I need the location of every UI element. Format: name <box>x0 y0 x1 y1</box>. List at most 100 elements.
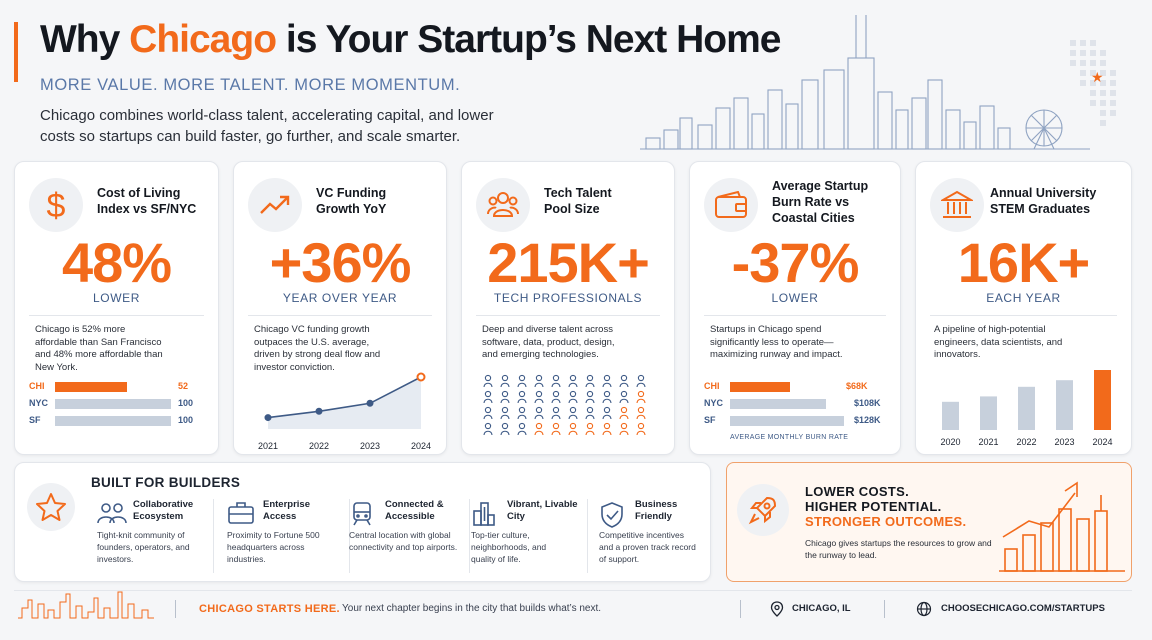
person-icon <box>602 390 612 404</box>
person-icon <box>551 422 561 436</box>
year-label: 2021 <box>258 441 278 451</box>
builder-item-connected: Connected & Accessible Central location … <box>349 499 458 552</box>
wallet-icon <box>704 178 758 232</box>
person-icon <box>500 374 510 388</box>
person-icon <box>619 406 629 420</box>
year-label: 2023 <box>1054 437 1074 447</box>
footer-url[interactable]: CHOOSECHICAGO.COM/STARTUPS <box>941 603 1105 614</box>
stat-description: Chicago is 52% more affordable than San … <box>35 324 163 373</box>
person-icon <box>483 406 493 420</box>
person-icon <box>534 422 544 436</box>
bar-row-chi: CHI 52 <box>29 381 189 392</box>
stat-description: Startups in Chicago spend significantly … <box>710 324 843 360</box>
person-icon <box>568 422 578 436</box>
stat-value: +36% <box>269 231 412 294</box>
stat-unit: YEAR OVER YEAR <box>282 291 398 305</box>
stat-description: Deep and diverse talent across software,… <box>482 324 615 360</box>
svg-text:$: $ <box>47 187 66 223</box>
trend-line <box>267 376 422 419</box>
person-icon <box>517 390 527 404</box>
builders-heading: BUILT FOR BUILDERS <box>91 475 241 490</box>
person-icon <box>568 374 578 388</box>
person-icon <box>636 390 646 404</box>
rocket-icon <box>737 484 789 536</box>
dollar-icon: $ <box>29 178 83 232</box>
person-icon <box>534 374 544 388</box>
bar-row-chi: CHI $68K <box>704 381 868 392</box>
footer-text: Your next chapter begins in the city tha… <box>342 603 602 614</box>
stat-card-tech-talent: Tech Talent Pool Size 215K+ TECH PROFESS… <box>461 161 675 455</box>
builder-item-livable: Vibrant, Livable City Top-tier culture, … <box>471 499 578 564</box>
stem-bar <box>942 401 959 430</box>
trend-area <box>268 377 421 429</box>
year-label: 2024 <box>411 441 431 451</box>
person-icon <box>619 422 629 436</box>
person-icon <box>483 422 493 436</box>
person-icon <box>585 390 595 404</box>
stat-unit: LOWER <box>92 291 140 305</box>
vc-trend-chart: 2021 2022 2023 2024 <box>258 372 431 451</box>
stat-value: 215K+ <box>487 231 650 294</box>
person-icon <box>483 390 493 404</box>
person-icon <box>517 406 527 420</box>
stat-description: Chicago VC funding growth outpaces the U… <box>254 324 381 373</box>
person-icon <box>568 390 578 404</box>
burn-rate-note: AVERAGE MONTHLY BURN RATE <box>730 434 849 441</box>
bar-row-nyc: NYC $108K <box>704 398 881 409</box>
bar-fill <box>55 416 171 426</box>
stat-card-burn-rate: Average Startup Burn Rate vs Coastal Cit… <box>689 161 901 455</box>
builder-item-business-friendly: Business Friendly Competitive incentives… <box>599 499 696 564</box>
person-icon <box>500 406 510 420</box>
stem-bar <box>980 396 997 430</box>
stat-card-vc-funding: VC Funding Growth YoY +36% YEAR OVER YEA… <box>233 161 447 455</box>
promo-headline: LOWER COSTS. HIGHER POTENTIAL. STRONGER … <box>805 484 967 529</box>
stem-bar-chart: 2020 2021 2022 2023 2024 <box>940 370 1113 447</box>
person-icon <box>636 406 646 420</box>
bar-fill <box>730 416 844 426</box>
globe-icon <box>916 601 932 617</box>
growth-chart-illustration <box>999 481 1125 572</box>
year-label: 2020 <box>940 437 960 447</box>
people-grid <box>483 374 646 436</box>
person-icon <box>551 406 561 420</box>
person-icon <box>483 374 493 388</box>
page-subtitle: MORE VALUE. MORE TALENT. MORE MOMENTUM. <box>40 76 461 94</box>
stat-unit: TECH PROFESSIONALS <box>493 291 643 305</box>
stat-card-cost-of-living: $ Cost of Living Index vs SF/NYC 48% LOW… <box>14 161 219 455</box>
bar-row-sf: SF $128K <box>704 415 881 426</box>
person-icon <box>619 374 629 388</box>
stat-label: Tech Talent Pool Size <box>544 186 612 216</box>
page-title: Why Chicago is Your Startup’s Next Home <box>40 18 781 61</box>
year-label: 2022 <box>309 441 329 451</box>
person-icon <box>500 390 510 404</box>
stat-description: A pipeline of high-potential engineers, … <box>934 324 1063 360</box>
bar-row-sf: SF 100 <box>29 415 194 426</box>
intro-text: Chicago combines world-class talent, acc… <box>40 107 494 145</box>
trend-point <box>366 399 374 407</box>
year-label: 2023 <box>360 441 380 451</box>
accent-bar <box>14 22 18 82</box>
trend-point <box>264 414 272 422</box>
person-icon <box>602 374 612 388</box>
person-icon <box>551 390 561 404</box>
svg-text:★: ★ <box>1091 70 1104 86</box>
city-icon <box>471 501 497 532</box>
trend-point <box>315 407 323 415</box>
people-icon <box>476 178 530 232</box>
footer-skyline-illustration <box>18 591 154 619</box>
stat-value: 16K+ <box>957 231 1090 294</box>
builder-item-ecosystem: Collaborative Ecosystem Tight-knit commu… <box>97 499 194 564</box>
person-icon <box>585 406 595 420</box>
stem-bar <box>1018 386 1035 430</box>
stat-label: Annual University STEM Graduates <box>990 186 1097 216</box>
collaboration-icon <box>97 501 127 530</box>
stat-label: Cost of Living Index vs SF/NYC <box>97 186 197 216</box>
year-label: 2024 <box>1092 437 1112 447</box>
stat-value: -37% <box>731 231 860 294</box>
star-icon <box>27 483 75 531</box>
shield-check-icon <box>599 501 625 534</box>
person-icon <box>534 390 544 404</box>
year-label: 2022 <box>1016 437 1036 447</box>
stat-label: Average Startup Burn Rate vs Coastal Cit… <box>772 179 869 225</box>
person-icon <box>568 406 578 420</box>
